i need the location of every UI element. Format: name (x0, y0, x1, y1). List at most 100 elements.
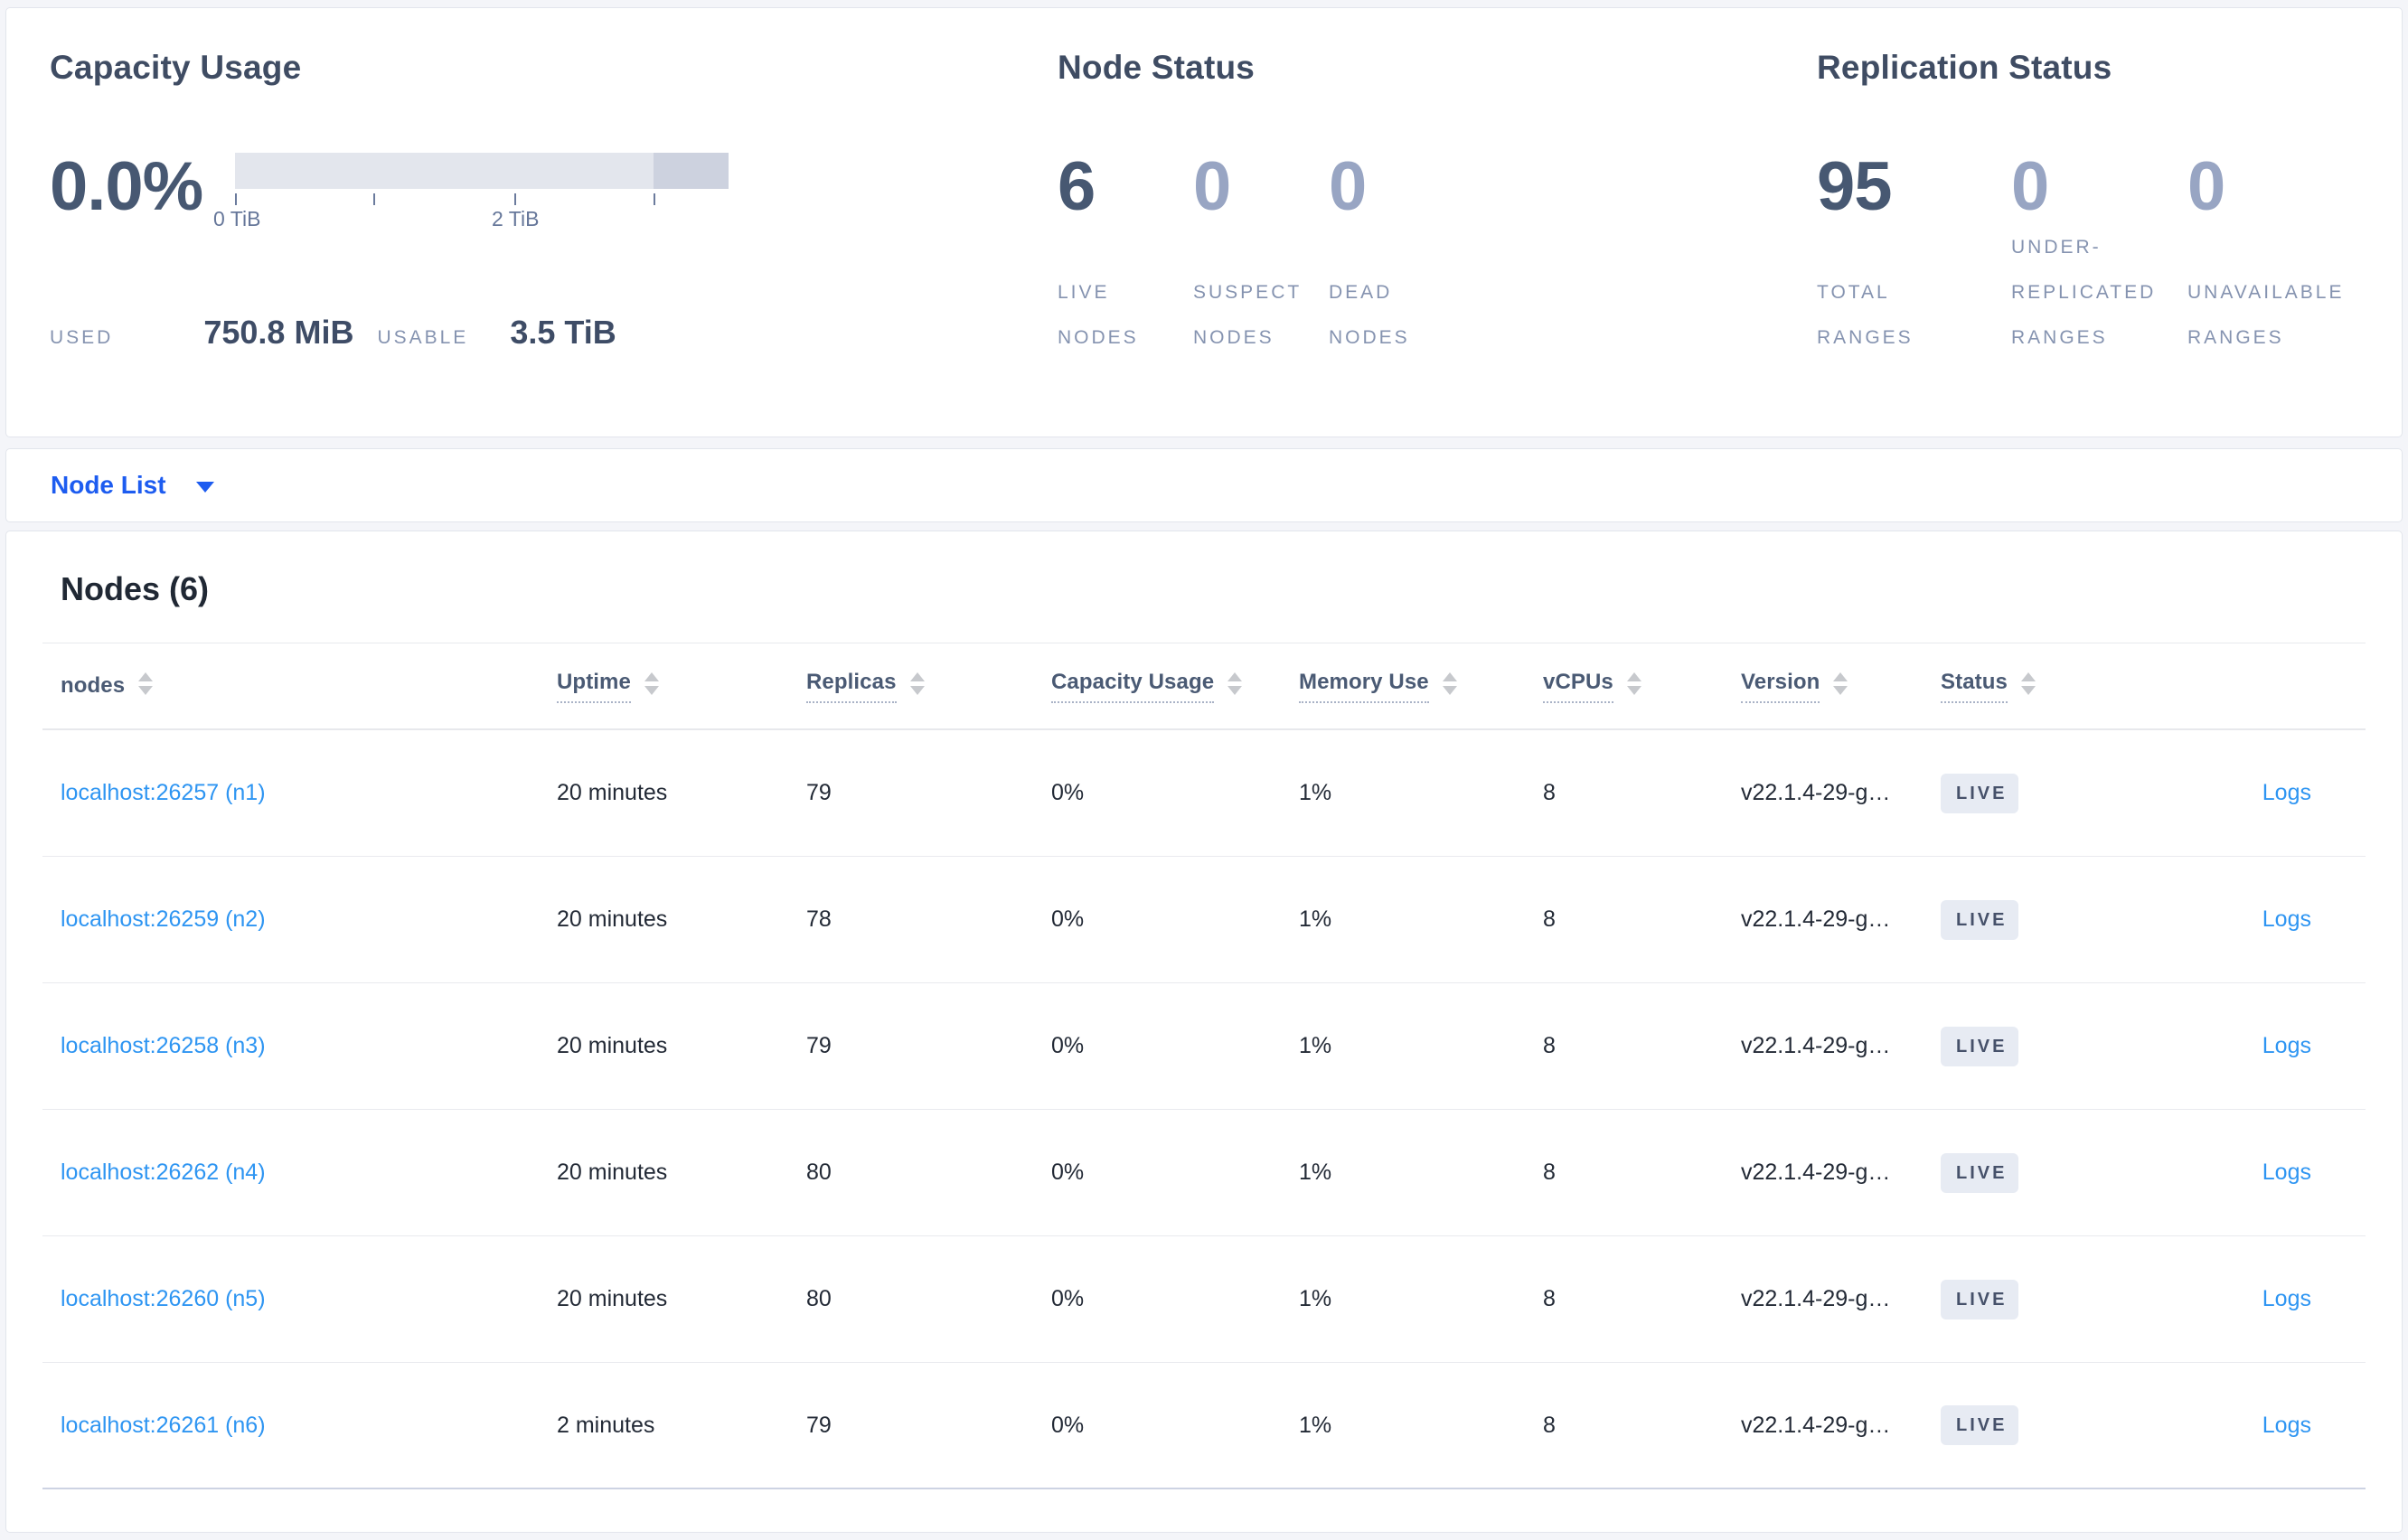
sort-icon (644, 671, 659, 695)
replication-status-section: Replication Status 95 0 0 TOTAL RANGES U… (1817, 48, 2404, 361)
sort-icon (1442, 671, 1457, 695)
node-link[interactable]: localhost:26261 (n6) (61, 1412, 266, 1438)
logs-link[interactable]: Logs (2262, 1286, 2311, 1311)
column-header-capacity-usage[interactable]: Capacity Usage (1033, 670, 1281, 703)
total-ranges-value: 95 (1817, 148, 1893, 225)
capacity-bar-reserved-segment (654, 153, 729, 189)
status-cell: LIVE (1923, 1279, 2112, 1319)
node-list-dropdown-label[interactable]: Node List (51, 471, 166, 499)
capacity-bar-track (235, 153, 729, 189)
under-replicated-ranges-value: 0 (2011, 148, 2049, 225)
column-header-nodes[interactable]: nodes (42, 671, 539, 699)
tick-2tib (514, 193, 517, 205)
tick-1tib (373, 193, 376, 205)
uptime-cell: 2 minutes (557, 1412, 655, 1438)
column-header-vcpus[interactable]: vCPUs (1525, 670, 1723, 703)
nodes-panel: Nodes (6) nodes Uptime Replicas Capacity… (5, 531, 2403, 1533)
memory-cell: 1% (1299, 906, 1332, 932)
logs-link[interactable]: Logs (2262, 1160, 2311, 1185)
sort-icon (1833, 671, 1848, 695)
nodes-section-title: Nodes (6) (61, 570, 210, 607)
capacity-bar-ticks (235, 189, 729, 205)
node-status-title: Node Status (1058, 49, 1256, 86)
column-header-memory-use[interactable]: Memory Use (1281, 670, 1525, 703)
node-list-dropdown[interactable]: Node List (5, 448, 2403, 522)
sort-icon (1626, 671, 1641, 695)
capacity-cell: 0% (1051, 1033, 1085, 1058)
sort-icon (909, 671, 925, 695)
logs-link[interactable]: Logs (2262, 1412, 2311, 1438)
logs-link[interactable]: Logs (2262, 780, 2311, 805)
used-value: 750.8 MiB (203, 314, 354, 351)
dead-nodes-label: DEAD NODES (1329, 282, 1410, 348)
table-row: localhost:26257 (n1) 20 minutes 79 0% 1%… (42, 730, 2366, 857)
usable-label: USABLE (377, 327, 469, 348)
table-row: localhost:26261 (n6) 2 minutes 79 0% 1% … (42, 1363, 2366, 1489)
vcpus-cell: 8 (1543, 1412, 1556, 1438)
version-cell: v22.1.4-29-g… (1741, 1160, 1891, 1185)
tick-3tib (654, 193, 656, 205)
memory-cell: 1% (1299, 1033, 1332, 1058)
column-header-uptime[interactable]: Uptime (539, 670, 788, 703)
capacity-bar-tick-labels: 0 TiB 2 TiB (213, 205, 729, 230)
status-badge: LIVE (1941, 1026, 2019, 1066)
status-cell: LIVE (1923, 1026, 2112, 1066)
replicas-cell: 79 (806, 1033, 832, 1058)
total-ranges-label: TOTAL RANGES (1817, 282, 1914, 348)
node-status-labels: LIVE NODES SUSPECT NODES DEAD NODES (1058, 270, 1817, 361)
node-link[interactable]: localhost:26258 (n3) (61, 1033, 266, 1058)
status-cell: LIVE (1923, 1405, 2112, 1445)
suspect-nodes-value: 0 (1193, 148, 1231, 225)
version-cell: v22.1.4-29-g… (1741, 780, 1891, 805)
status-badge: LIVE (1941, 1405, 2019, 1445)
capacity-cell: 0% (1051, 780, 1085, 805)
suspect-nodes-label: SUSPECT NODES (1193, 282, 1302, 348)
vcpus-cell: 8 (1543, 1286, 1556, 1311)
vcpus-cell: 8 (1543, 906, 1556, 932)
logs-link[interactable]: Logs (2262, 906, 2311, 932)
node-link[interactable]: localhost:26260 (n5) (61, 1286, 266, 1311)
node-status-values: 6 0 0 (1058, 151, 1817, 223)
logs-cell: Logs (2112, 1160, 2366, 1186)
tick-0tib (235, 193, 238, 205)
version-cell: v22.1.4-29-g… (1741, 906, 1891, 932)
status-cell: LIVE (1923, 1152, 2112, 1193)
node-link[interactable]: localhost:26259 (n2) (61, 906, 266, 932)
capacity-stats: USED 750.8 MiB USABLE 3.5 TiB (50, 314, 1058, 361)
table-row: localhost:26262 (n4) 20 minutes 80 0% 1%… (42, 1110, 2366, 1236)
status-cell: LIVE (1923, 773, 2112, 813)
column-header-status[interactable]: Status (1923, 670, 2112, 703)
usable-value: 3.5 TiB (510, 314, 616, 351)
replicas-cell: 79 (806, 780, 832, 805)
vcpus-cell: 8 (1543, 780, 1556, 805)
version-cell: v22.1.4-29-g… (1741, 1033, 1891, 1058)
vcpus-cell: 8 (1543, 1160, 1556, 1185)
node-link[interactable]: localhost:26262 (n4) (61, 1160, 266, 1185)
vcpus-cell: 8 (1543, 1033, 1556, 1058)
nodes-table: nodes Uptime Replicas Capacity Usage Mem… (42, 643, 2366, 1489)
tick-label-2tib: 2 TiB (492, 207, 540, 230)
dead-nodes-value: 0 (1329, 148, 1367, 225)
memory-cell: 1% (1299, 1412, 1332, 1438)
used-label: USED (50, 327, 114, 348)
capacity-usage-section: Capacity Usage 0.0% 0 TiB 2 TiB (6, 48, 1058, 361)
logs-link[interactable]: Logs (2262, 1033, 2311, 1058)
memory-cell: 1% (1299, 1160, 1332, 1185)
replication-status-title: Replication Status (1817, 49, 2112, 86)
uptime-cell: 20 minutes (557, 1033, 668, 1058)
replication-status-labels: TOTAL RANGES UNDER-REPLICATED RANGES UNA… (1817, 225, 2404, 361)
capacity-percent: 0.0% (50, 148, 203, 225)
logs-cell: Logs (2112, 1033, 2366, 1059)
node-status-section: Node Status 6 0 0 LIVE NODES SUSPECT NOD… (1058, 48, 1817, 361)
uptime-cell: 20 minutes (557, 780, 668, 805)
capacity-bar: 0 TiB 2 TiB (213, 151, 729, 230)
capacity-cell: 0% (1051, 1286, 1085, 1311)
node-link[interactable]: localhost:26257 (n1) (61, 780, 266, 805)
column-header-version[interactable]: Version (1723, 670, 1923, 703)
status-badge: LIVE (1941, 1152, 2019, 1193)
replicas-cell: 79 (806, 1412, 832, 1438)
under-replicated-ranges-label: UNDER-REPLICATED RANGES (2011, 237, 2157, 348)
sort-icon (2020, 671, 2036, 695)
column-header-replicas[interactable]: Replicas (788, 670, 1033, 703)
